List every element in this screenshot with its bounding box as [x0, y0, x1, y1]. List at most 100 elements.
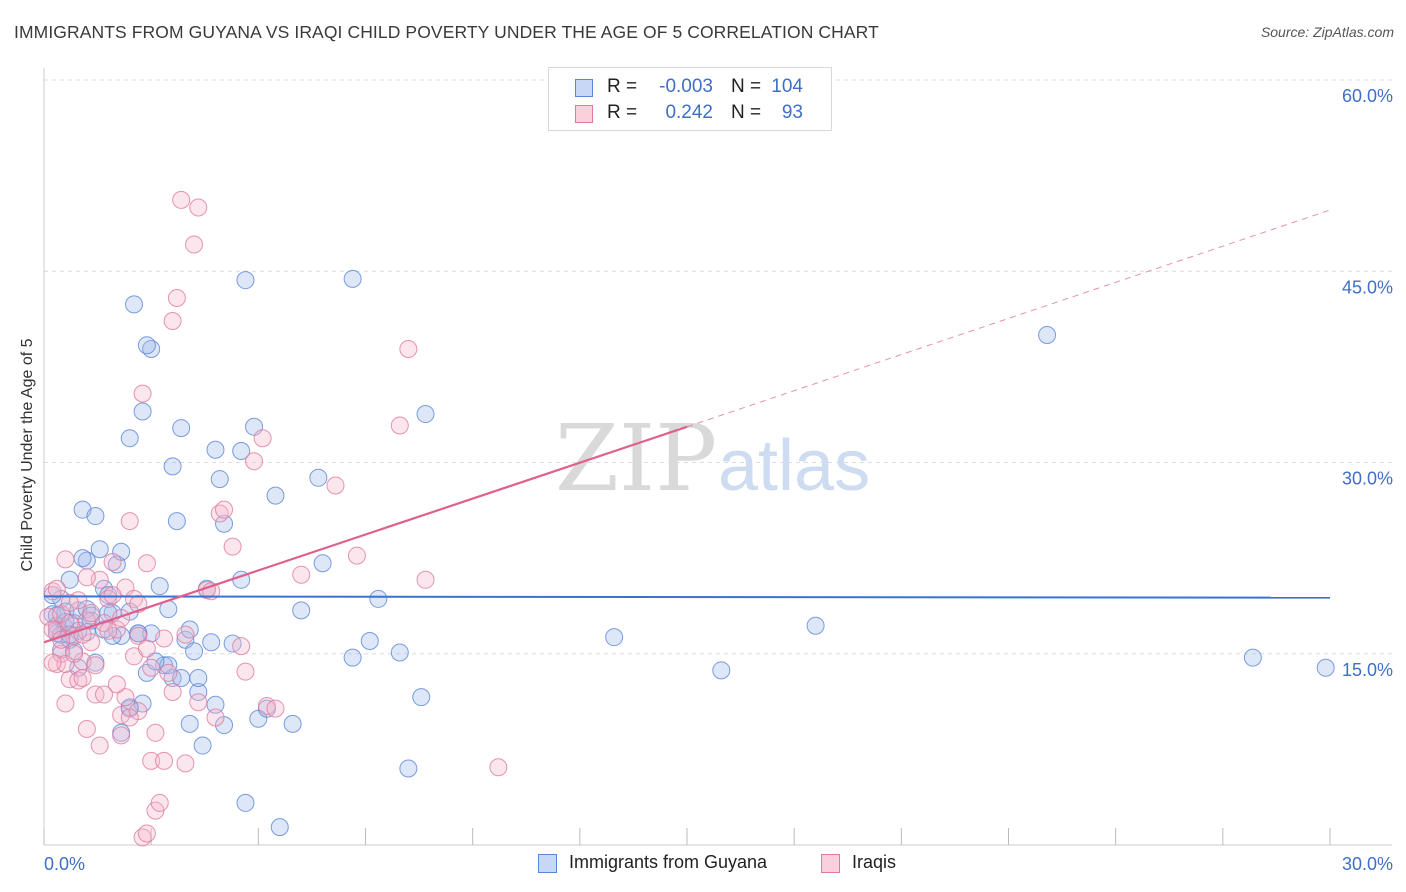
guyana-point — [292, 601, 311, 620]
iraqis-point — [163, 311, 182, 330]
iraqis-point — [167, 289, 186, 308]
guyana-point — [309, 468, 328, 487]
iraqis-point — [137, 554, 156, 573]
guyana-point — [189, 683, 208, 701]
guyana-point — [172, 419, 191, 438]
tick-labels: 15.0% 30.0% 45.0% 60.0% 0.0% 30.0% — [44, 86, 1393, 874]
iraqis-point — [189, 693, 208, 712]
guyana-point — [712, 661, 731, 680]
guyana-point — [1243, 648, 1262, 667]
guyana-point — [343, 648, 362, 667]
iraqis-point — [176, 625, 195, 644]
iraqis-point — [292, 565, 311, 584]
guyana-point — [180, 714, 199, 733]
iraqis-point — [155, 629, 174, 648]
iraqis-point — [176, 754, 195, 773]
guyana-point — [270, 818, 289, 837]
iraqis-point — [137, 639, 156, 658]
legend-n-value: 104 — [771, 76, 803, 97]
guyana-point — [86, 507, 105, 526]
guyana-point — [369, 589, 388, 608]
iraqis-point — [129, 626, 148, 645]
iraqis-point — [65, 644, 84, 663]
guyana-point — [390, 643, 409, 662]
guyana-point — [125, 295, 144, 314]
iraqis-point — [133, 384, 152, 403]
iraqis-point — [232, 637, 251, 656]
guyana-point — [283, 714, 302, 733]
guyana-point — [266, 486, 285, 505]
guyana-point — [360, 632, 379, 650]
legend-row-iraqis: R = 0.242 N = 93 — [549, 101, 831, 127]
iraqis-point — [103, 586, 122, 605]
stats-legend: R = -0.003 N = 104 R = 0.242 N = 93 — [548, 67, 832, 131]
iraqis-point — [215, 500, 234, 519]
guyana-point — [163, 457, 182, 476]
guyana-point — [343, 269, 362, 288]
legend-swatch-iraqis — [575, 105, 593, 123]
y-tick-label: 30.0% — [1342, 469, 1393, 489]
watermark-zip: ZIP — [555, 405, 717, 512]
iraqis-point — [416, 570, 435, 589]
iraqis-point — [206, 708, 225, 727]
guyana-point — [60, 570, 79, 589]
legend-r-label: R = — [607, 102, 638, 123]
y-tick-label: 45.0% — [1342, 277, 1393, 297]
guyana-point — [416, 405, 435, 424]
guyana-point — [206, 695, 225, 714]
iraqis-point — [159, 663, 178, 682]
legend-row-guyana: R = -0.003 N = 104 — [549, 75, 831, 101]
iraqis-point — [116, 688, 135, 707]
iraqis-point — [137, 824, 156, 843]
iraqis-point — [120, 512, 139, 531]
x-tick-label: 0.0% — [44, 854, 85, 874]
watermark-atlas: atlas — [718, 426, 870, 506]
iraqis-point — [86, 656, 105, 675]
guyana-point — [236, 271, 255, 290]
iraqis-point — [90, 736, 109, 755]
guyana-point — [399, 759, 418, 778]
iraqis-point — [56, 550, 75, 569]
iraqis-point — [77, 719, 96, 738]
guyana-point — [605, 628, 624, 647]
legend-r-value: -0.003 — [659, 76, 713, 97]
iraqis-point — [326, 476, 345, 495]
iraqis-point — [103, 552, 122, 571]
iraqis-point — [146, 723, 165, 742]
iraqis-point — [77, 568, 96, 587]
guyana-point — [313, 554, 332, 573]
iraqis-point — [172, 190, 191, 209]
iraqis-point — [56, 694, 75, 713]
iraqis-point — [142, 658, 161, 677]
data-points — [39, 190, 1335, 847]
iraqis-point — [489, 758, 508, 777]
guyana-point — [215, 514, 234, 533]
iraqis-point — [142, 751, 161, 770]
guyana-point — [90, 540, 109, 559]
iraqis-point — [266, 699, 285, 718]
guyana-point — [73, 549, 92, 568]
legend-n-label: N = — [731, 76, 762, 97]
legend-r-label: R = — [607, 76, 638, 97]
bottom-legend-label-iraqis: Iraqis — [852, 852, 897, 872]
guyana-point — [210, 470, 229, 489]
iraqis-point — [236, 662, 255, 681]
iraqis-point — [82, 603, 101, 622]
iraqis-point — [47, 579, 66, 598]
guyana-point — [193, 736, 212, 755]
legend-n-value: 93 — [781, 102, 803, 123]
bottom-legend-label-guyana: Immigrants from Guyana — [569, 852, 768, 872]
iraqis-point — [73, 668, 92, 687]
iraqis-point — [155, 751, 174, 770]
iraqis-point — [189, 198, 208, 217]
iraqis-point — [347, 546, 366, 565]
guyana-point — [185, 642, 204, 661]
guyana-point — [232, 442, 251, 461]
iraqis-point — [399, 340, 418, 359]
iraqis-point — [120, 708, 139, 727]
x-tick-label: 30.0% — [1342, 854, 1393, 874]
iraqis-point — [223, 537, 242, 556]
legend-swatch-guyana — [575, 79, 593, 97]
guyana-point — [412, 688, 431, 707]
